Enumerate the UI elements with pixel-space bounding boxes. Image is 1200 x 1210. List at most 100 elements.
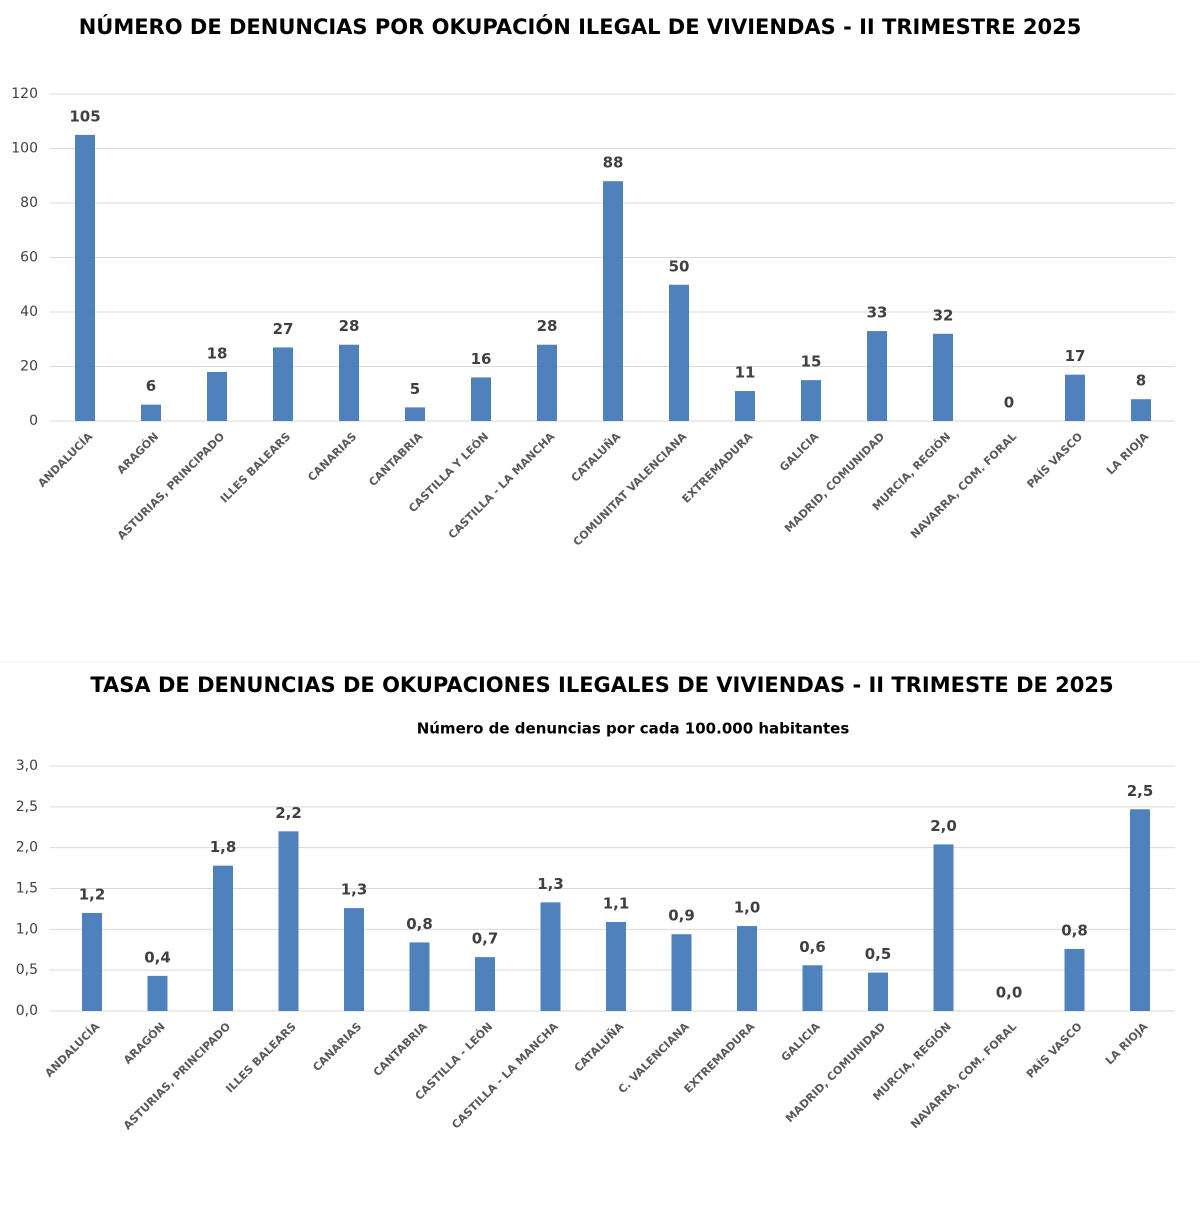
chart-title: TASA DE DENUNCIAS DE OKUPACIONES ILEGALE… <box>90 673 1113 697</box>
x-tick-label: ASTURIAS, PRINCIPADO <box>115 430 227 542</box>
bar <box>75 134 95 421</box>
bar <box>540 902 561 1011</box>
x-tick-label: LA RIOJA <box>1104 430 1152 478</box>
y-tick-label: 0 <box>29 413 38 429</box>
bar <box>405 407 425 421</box>
y-tick-label: 80 <box>20 195 38 211</box>
x-tick-label: ARAGÓN <box>115 430 162 477</box>
bar <box>141 404 161 421</box>
bar <box>669 284 689 421</box>
bar <box>278 831 299 1011</box>
y-tick-label: 100 <box>11 141 38 157</box>
value-label: 88 <box>603 154 624 172</box>
value-label: 0,6 <box>799 938 826 956</box>
value-label: 17 <box>1065 347 1086 365</box>
value-label: 6 <box>146 377 156 395</box>
bar <box>82 913 102 1011</box>
bar <box>339 344 359 421</box>
x-tick-label: C. VALENCIANA <box>616 1020 692 1096</box>
bar <box>1064 948 1085 1011</box>
y-tick-label: 2,5 <box>16 799 38 815</box>
value-label: 32 <box>933 306 954 324</box>
value-label: 0,0 <box>996 984 1023 1002</box>
bar <box>933 844 954 1011</box>
bar <box>207 371 227 421</box>
value-label: 5 <box>410 380 420 398</box>
chart-subtitle: Número de denuncias por cada 100.000 hab… <box>417 720 850 738</box>
x-tick-label: CANTABRIA <box>371 1020 430 1079</box>
x-tick-label: CATALUÑA <box>569 430 624 485</box>
x-tick-label: CANARIAS <box>305 430 359 484</box>
value-label: 2,0 <box>930 817 957 835</box>
value-label: 50 <box>669 257 690 275</box>
value-label: 1,3 <box>341 881 368 899</box>
x-tick-label: PAÍS VASCO <box>1024 430 1085 491</box>
bar <box>471 377 491 421</box>
value-label: 27 <box>273 320 294 338</box>
bar <box>1065 374 1085 421</box>
value-label: 0,5 <box>865 945 892 963</box>
y-tick-label: 20 <box>20 359 38 375</box>
x-tick-label: ANDALUCÍA <box>35 430 95 490</box>
x-tick-label: EXTREMADURA <box>680 430 756 506</box>
value-label: 0,9 <box>668 907 695 925</box>
bar <box>737 926 757 1011</box>
y-tick-label: 0,0 <box>16 1003 38 1019</box>
chart-title: NÚMERO DE DENUNCIAS POR OKUPACIÓN ILEGAL… <box>79 14 1082 39</box>
y-tick-label: 0,5 <box>16 962 38 978</box>
value-label: 0,4 <box>144 948 171 966</box>
bar <box>603 181 623 421</box>
value-label: 28 <box>537 317 558 335</box>
x-tick-label: NAVARRA, COM. FORAL <box>908 1020 1019 1131</box>
value-label: 18 <box>207 344 228 362</box>
value-label: 0 <box>1004 394 1014 412</box>
value-label: 0,8 <box>406 915 433 933</box>
x-tick-label: ANDALUCÍA <box>42 1020 102 1080</box>
x-tick-label: ASTURIAS, PRINCIPADO <box>121 1020 233 1132</box>
x-tick-label: CANARIAS <box>310 1020 364 1074</box>
y-tick-label: 60 <box>20 250 38 266</box>
bar <box>273 347 293 421</box>
x-tick-label: CASTILLA - LA MANCHA <box>449 1020 561 1132</box>
value-label: 1,2 <box>79 886 106 904</box>
value-label: 1,0 <box>734 899 761 917</box>
x-tick-label: EXTREMADURA <box>682 1020 758 1096</box>
value-label: 1,8 <box>210 838 237 856</box>
x-tick-label: GALICIA <box>779 1020 823 1064</box>
bar <box>1131 399 1151 421</box>
value-label: 2,5 <box>1127 782 1154 800</box>
x-tick-label: PAÍS VASCO <box>1024 1020 1085 1081</box>
value-label: 8 <box>1136 372 1146 390</box>
value-label: 105 <box>69 107 100 125</box>
value-label: 2,2 <box>275 804 302 822</box>
bar <box>537 344 557 421</box>
bar <box>1130 809 1150 1011</box>
value-label: 33 <box>867 304 888 322</box>
bar <box>147 975 168 1011</box>
y-tick-label: 120 <box>11 86 38 102</box>
bar <box>213 865 233 1011</box>
bar <box>606 921 626 1011</box>
y-tick-label: 3,0 <box>16 758 38 774</box>
bar <box>868 972 888 1011</box>
bar <box>801 380 821 421</box>
bar <box>344 908 364 1011</box>
bar <box>671 934 692 1011</box>
x-tick-label: ARAGÓN <box>121 1020 168 1067</box>
x-tick-label: GALICIA <box>777 430 821 474</box>
value-label: 0,8 <box>1061 921 1088 939</box>
x-tick-label: ILLES BALEARS <box>223 1020 299 1096</box>
bar <box>409 942 430 1011</box>
x-tick-label: CANTABRIA <box>366 430 425 489</box>
value-label: 28 <box>339 317 360 335</box>
bar <box>933 333 953 421</box>
value-label: 16 <box>471 350 492 368</box>
y-tick-label: 1,0 <box>16 921 38 937</box>
value-label: 0,7 <box>472 930 499 948</box>
bar <box>802 965 823 1011</box>
x-tick-label: CASTILLA - LA MANCHA <box>446 430 558 542</box>
bar <box>867 331 887 421</box>
x-tick-label: LA RIOJA <box>1103 1020 1151 1068</box>
y-tick-label: 1,5 <box>16 881 38 897</box>
